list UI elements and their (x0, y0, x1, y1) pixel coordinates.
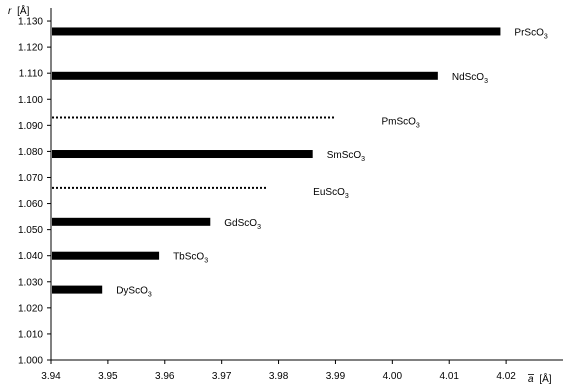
x-axis-ticks: 3.94 3.95 3.96 3.97 3.98 3.99 4.00 4.01 4.02 (41, 360, 516, 382)
x-tick-label: 3.99 (326, 371, 346, 382)
y-tick-label: 1.090 (18, 121, 43, 132)
bar-label: EuScO3 (313, 187, 349, 200)
y-tick-label: 1.130 (18, 17, 43, 28)
y-tick-label: 1.010 (18, 329, 43, 340)
x-axis-unit: [Å] (539, 372, 551, 385)
bar (52, 150, 313, 159)
x-tick-label: 4.01 (439, 371, 459, 382)
bar-label: SmScO3 (327, 150, 365, 163)
y-tick-label: 1.070 (18, 173, 43, 184)
bars: PrScO3 NdScO3 PmScO3 SmScO3 EuScO3 GdScO3 TbSc… (52, 27, 548, 299)
x-tick-label: 3.94 (41, 371, 61, 382)
bar (52, 285, 103, 294)
bar-label: GdScO3 (224, 218, 261, 231)
x-axis-variable: a (528, 374, 534, 385)
y-tick-label: 1.040 (18, 251, 43, 262)
bar (52, 251, 160, 260)
bar-label: DyScO3 (116, 286, 152, 299)
bar-label: TbScO3 (173, 252, 208, 265)
x-tick-label: 3.96 (155, 371, 175, 382)
x-tick-label: 3.97 (212, 371, 232, 382)
bar (52, 71, 438, 80)
bar (52, 27, 501, 36)
y-axis-unit: [Å] (17, 4, 29, 17)
y-axis-variable: r (8, 6, 12, 17)
y-tick-label: 1.050 (18, 225, 43, 236)
bar (52, 217, 211, 226)
x-tick-label: 3.98 (269, 371, 289, 382)
x-tick-label: 4.02 (496, 371, 516, 382)
y-tick-label: 1.020 (18, 303, 43, 314)
y-tick-label: 1.060 (18, 199, 43, 210)
y-tick-label: 1.000 (18, 356, 43, 367)
y-tick-label: 1.080 (18, 147, 43, 158)
y-tick-label: 1.030 (18, 277, 43, 288)
y-axis-ticks: 1.000 1.010 1.020 1.030 1.040 1.050 1.060 1.070… (18, 17, 51, 367)
x-tick-label: 3.95 (98, 371, 118, 382)
bar-label: PmScO3 (381, 117, 419, 130)
x-axis-label: a [Å] (528, 372, 552, 385)
x-tick-label: 4.00 (383, 371, 403, 382)
y-tick-label: 1.100 (18, 95, 43, 106)
bar-label: PrScO3 (514, 27, 547, 40)
bar-label: NdScO3 (452, 72, 488, 85)
y-tick-label: 1.120 (18, 43, 43, 54)
y-tick-label: 1.110 (19, 69, 44, 80)
y-axis-label: r [Å] (8, 4, 30, 17)
